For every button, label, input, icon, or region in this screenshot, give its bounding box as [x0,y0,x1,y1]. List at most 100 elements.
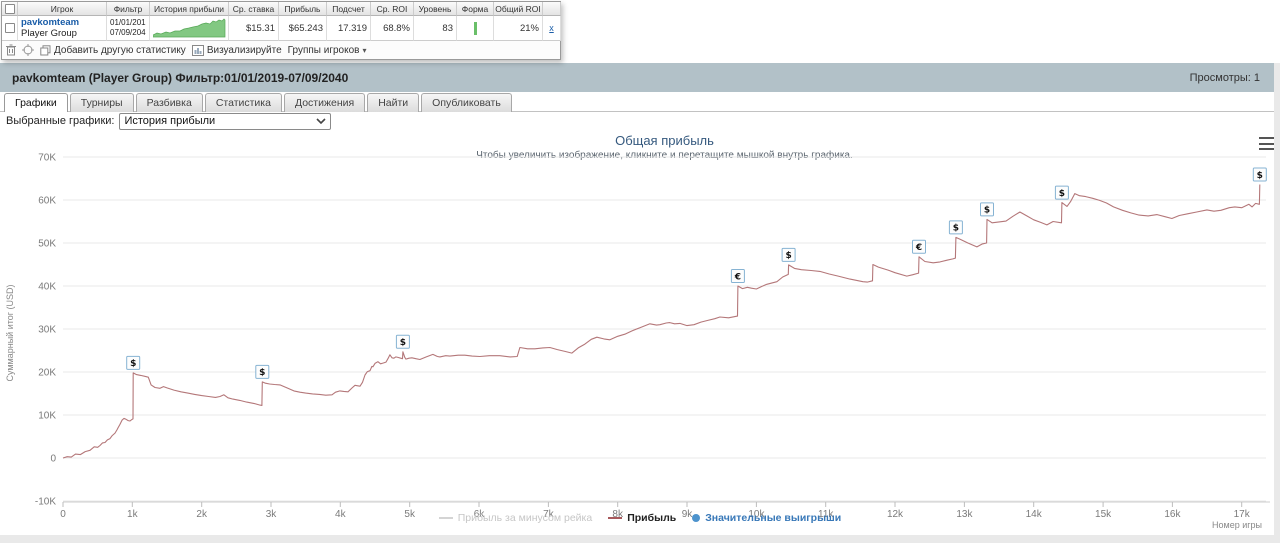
svg-text:16k: 16k [1164,509,1181,520]
column-header-avg-stake[interactable]: Ср. ставка [229,2,279,16]
svg-text:€: € [734,272,741,282]
row-checkbox-cell [2,16,18,41]
svg-text:2k: 2k [196,509,208,520]
profit-chart[interactable]: Общая прибыль Чтобы увеличить изображени… [0,128,1280,543]
svg-text:4k: 4k [335,509,347,520]
tab-bar: Графики Турниры Разбивка Статистика Достижен… [0,92,1274,112]
svg-text:Суммарный итог (USD): Суммарный итог (USD) [5,284,15,381]
legend-label: Прибыль за минусом рейка [457,512,593,524]
select-all-checkbox[interactable] [4,4,15,14]
svg-text:11k: 11k [818,509,834,520]
svg-text:$: $ [953,224,959,234]
svg-text:5k: 5k [404,509,416,520]
svg-text:$: $ [400,338,406,348]
svg-text:14k: 14k [1026,509,1043,520]
svg-text:70K: 70K [38,153,56,164]
filter-date-to: 07/09/204 [110,28,146,37]
svg-text:$: $ [259,368,265,378]
column-header-profit[interactable]: Прибыль [279,2,327,16]
svg-text:$: $ [1257,171,1263,181]
menu-icon[interactable] [1259,137,1275,150]
form-cell [457,16,494,41]
svg-text:$: $ [785,251,791,261]
visualize-button[interactable]: Визуализируйте [191,44,282,56]
svg-text:0: 0 [60,509,66,520]
svg-text:6k: 6k [474,509,486,520]
visualize-icon [191,44,204,56]
svg-text:12k: 12k [887,509,904,520]
page-right-margin [1274,63,1280,543]
chart-title: Общая прибыль [615,133,714,148]
target-icon[interactable] [22,44,34,56]
tab-achievements[interactable]: Достижения [283,93,366,112]
player-stats-widget: Игрок Фильтр История прибыли Ср. ставка Приб… [1,1,561,60]
avg-stake-value: $15.31 [229,16,279,41]
column-header-form[interactable]: Форма [457,2,494,16]
add-statistic-label: Добавить другую статистику [54,44,186,56]
svg-text:30K: 30K [38,325,56,336]
svg-text:15k: 15k [1095,509,1112,520]
svg-text:€: € [915,243,922,253]
profit-sparkline [152,18,225,38]
profit-history-cell [150,16,229,41]
graph-selector-label: Выбранные графики: [6,115,115,127]
player-groups-label: Группы игроков [287,44,360,56]
player-group-label: Player Group [21,28,77,39]
filter-cell: 01/01/201 07/09/204 [107,16,150,41]
total-roi-value: 21% [494,16,543,41]
chevron-down-icon [316,118,327,124]
legend-item-1[interactable]: Прибыль [608,512,676,524]
tab-tournaments[interactable]: Турниры [69,93,134,112]
remove-cell: x [543,16,561,41]
column-header-player[interactable]: Игрок [18,2,107,16]
tab-find[interactable]: Найти [367,93,420,112]
page-bottom-margin [0,535,1280,543]
page-title: pavkomteam (Player Group) Фильтр:01/01/2… [12,70,349,85]
svg-text:$: $ [984,206,990,216]
svg-text:9k: 9k [682,509,694,520]
graph-selector-row: Выбранные графики: История прибыли [0,112,332,130]
legend-label: Прибыль [627,512,677,524]
trash-icon[interactable] [6,44,16,56]
column-header-count[interactable]: Подсчет [327,2,371,16]
player-name-link[interactable]: pavkomteam [21,17,80,28]
svg-text:0: 0 [50,454,56,465]
tab-statistics[interactable]: Статистика [204,93,282,112]
dropdown-arrow-icon: ▾ [362,45,367,55]
svg-text:1k: 1k [127,509,139,520]
svg-text:10K: 10K [38,411,56,422]
copy-icon [40,44,51,56]
graph-select[interactable]: История прибыли [119,112,332,130]
column-header-total-roi[interactable]: Общий ROI [494,2,543,16]
select-all-cell [2,2,18,16]
column-header-filter[interactable]: Фильтр [107,2,150,16]
svg-text:13k: 13k [956,509,973,520]
stats-table: Игрок Фильтр История прибыли Ср. ставка Приб… [2,2,561,41]
row-checkbox[interactable] [5,23,15,33]
column-header-avg-roi[interactable]: Ср. ROI [371,2,414,16]
svg-text:20K: 20K [38,368,56,379]
chart-legend: Прибыль за минусом рейка Прибыль Значитель… [0,512,1280,524]
visualize-label: Визуализируйте [206,44,282,56]
profit-value: $65.243 [279,16,327,41]
dot-icon [692,514,701,522]
tab-breakdown[interactable]: Разбивка [135,93,203,112]
chart-subtitle: Чтобы увеличить изображение, кликните и … [476,150,853,161]
add-statistic-button[interactable]: Добавить другую статистику [40,45,186,56]
column-header-profit-history[interactable]: История прибыли [150,2,229,16]
views-counter: Просмотры: 1 [1189,71,1260,84]
svg-text:50K: 50K [38,239,56,250]
svg-text:40K: 40K [38,282,56,293]
svg-text:$: $ [130,359,136,369]
tab-graphs[interactable]: Графики [4,93,68,112]
player-groups-dropdown[interactable]: Группы игроков ▾ [288,45,367,56]
legend-item-0[interactable]: Прибыль за минусом рейка [438,512,593,524]
count-value: 17.319 [327,16,371,41]
legend-item-2[interactable]: Значительные выигрыши [692,512,841,524]
column-header-level[interactable]: Уровень [414,2,457,16]
form-bar [473,21,477,35]
level-value: 83 [414,16,457,41]
remove-row-link[interactable]: x [549,23,554,33]
tab-publish[interactable]: Опубликовать [421,93,512,112]
x-axis-title: Номер игры [1212,520,1262,530]
